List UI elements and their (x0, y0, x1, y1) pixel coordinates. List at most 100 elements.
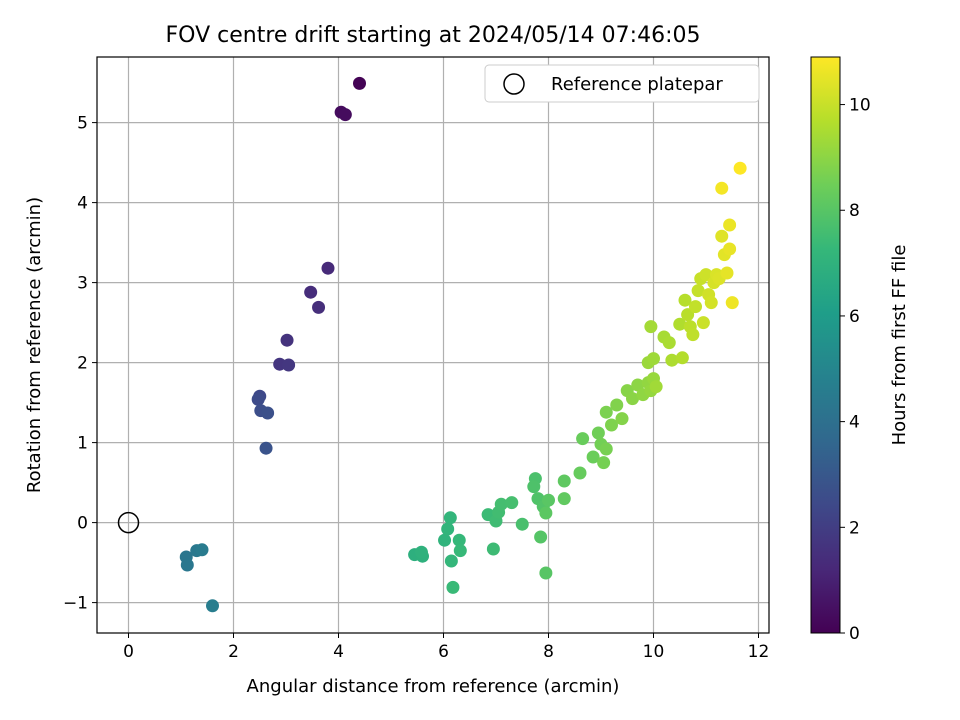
scatter-point (696, 316, 710, 330)
scatter-point (557, 474, 571, 488)
scatter-point (282, 358, 296, 372)
scatter-point (733, 161, 747, 175)
scatter-point (573, 466, 587, 480)
scatter-point (591, 426, 605, 440)
y-tick-label: 3 (77, 274, 88, 294)
scatter-point (631, 378, 645, 392)
scatter-point (542, 493, 555, 507)
scatter-point (321, 261, 335, 275)
colorbar-axis: 0 2 4 6 8 10 (840, 96, 871, 644)
scatter-point (704, 296, 718, 310)
x-tick-label: 8 (543, 642, 554, 662)
legend: Reference platepar (484, 64, 760, 103)
scatter-point (557, 492, 571, 506)
scatter-point (441, 522, 455, 536)
colorbar-label: Hours from first FF file (889, 245, 910, 446)
plot-frame (96, 56, 770, 634)
colorbar (810, 56, 841, 634)
scatter-point (647, 352, 660, 366)
y-tick-label: 4 (77, 194, 88, 214)
x-tick-label: 0 (123, 642, 134, 662)
reference-marker-layer (117, 511, 140, 534)
scatter-point (494, 497, 508, 511)
x-tick-label: 2 (228, 642, 239, 662)
colorbar-tick-label: 6 (849, 307, 860, 327)
y-axis-label: Rotation from reference (arcmin) (24, 197, 45, 493)
scatter-point (261, 406, 275, 420)
legend-marker-icon (503, 73, 525, 95)
colorbar-tick-label: 10 (849, 96, 871, 116)
colorbar-tick-label: 4 (849, 413, 860, 433)
x-axis-label: Angular distance from reference (arcmin) (247, 676, 620, 697)
scatter-point (615, 412, 629, 426)
scatter-point (206, 599, 219, 613)
scatter-point (353, 76, 366, 90)
scatter-point (312, 300, 326, 314)
scatter-point (723, 218, 737, 232)
scatter-point (599, 442, 613, 456)
scatter-point (251, 392, 265, 406)
scatter-point (446, 580, 460, 594)
scatter-point (414, 545, 428, 559)
scatter-point (597, 456, 611, 470)
y-tick-label: 5 (77, 114, 88, 134)
scatter-point (576, 432, 590, 446)
x-tick-label: 12 (748, 642, 770, 662)
scatter-point (486, 542, 500, 556)
scatter-point (280, 333, 294, 347)
scatter-point (444, 554, 458, 568)
scatter-point (195, 543, 209, 557)
scatter-point (665, 353, 679, 367)
scatter-point (644, 320, 658, 334)
scatter-point (180, 558, 194, 572)
reference-platepar-marker (117, 511, 140, 534)
scatter-point (605, 418, 618, 432)
scatter-point (599, 405, 613, 419)
scatter-point (452, 533, 466, 547)
scatter-point (691, 284, 705, 298)
scatter-point (662, 336, 676, 350)
x-tick-label: 10 (643, 642, 665, 662)
scatter-point (686, 328, 700, 342)
y-tick-label: −1 (63, 594, 88, 614)
scatter-point (715, 229, 729, 243)
scatter-point (539, 566, 553, 580)
scatter-point (715, 181, 729, 195)
scatter-points (179, 76, 747, 613)
scatter-point (259, 441, 273, 455)
scatter-point (515, 517, 529, 531)
scatter-point (610, 398, 624, 412)
scatter-point (505, 496, 519, 510)
y-axis: −1 0 1 2 3 4 5 (63, 114, 97, 614)
scatter-point (673, 317, 687, 331)
scatter-point (723, 242, 737, 256)
scatter-point (725, 296, 739, 310)
scatter-point (304, 285, 318, 299)
scatter-point (720, 266, 734, 280)
scatter-point (586, 450, 600, 464)
scatter-point (443, 511, 457, 525)
scatter-point (649, 380, 663, 394)
scatter-point (689, 300, 702, 314)
scatter-point (678, 293, 692, 307)
scatter-point (338, 108, 352, 122)
colorbar-tick-label: 8 (849, 201, 860, 221)
y-tick-label: 2 (77, 354, 88, 374)
legend-box (484, 64, 760, 103)
scatter-point (527, 480, 541, 494)
scatter-point (675, 351, 689, 365)
x-tick-label: 4 (333, 642, 344, 662)
scatter-point (626, 392, 639, 406)
scatter-point (534, 530, 548, 544)
y-tick-label: 0 (77, 514, 88, 534)
scatter-point (438, 533, 452, 547)
x-tick-label: 6 (438, 642, 449, 662)
colorbar-tick-label: 0 (849, 624, 860, 644)
scatter-point (539, 506, 553, 520)
y-tick-label: 1 (77, 434, 88, 454)
scatter-point (699, 268, 713, 282)
colorbar-tick-label: 2 (849, 518, 860, 538)
scatter-point (681, 308, 695, 322)
x-axis: 0 2 4 6 8 10 12 (123, 633, 769, 662)
